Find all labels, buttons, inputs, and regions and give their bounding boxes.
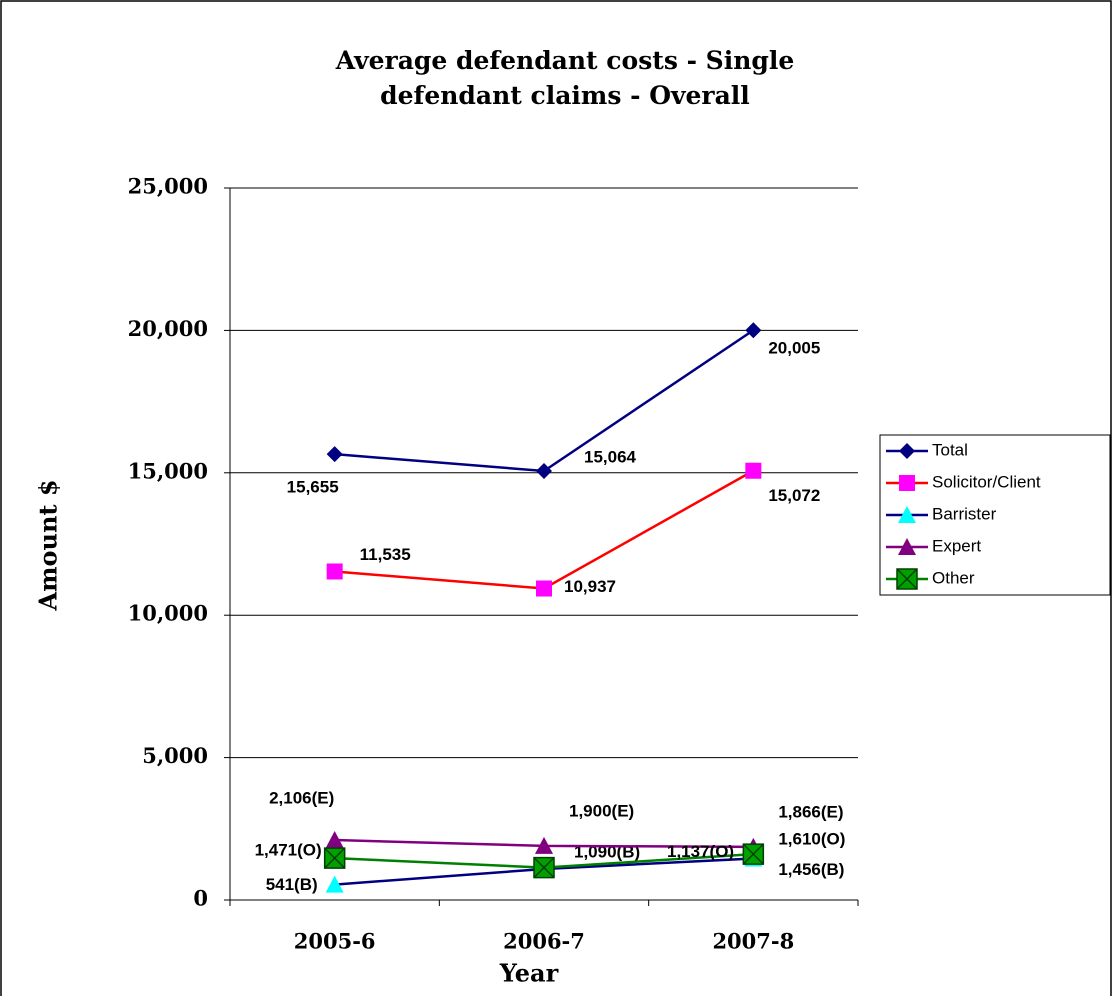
series-line (334, 469, 754, 590)
legend-label: Expert (932, 536, 981, 555)
data-label: 15,072 (768, 486, 820, 505)
marker (899, 475, 915, 491)
marker (536, 462, 552, 479)
marker (896, 568, 918, 590)
marker (899, 443, 915, 459)
marker (536, 580, 552, 597)
marker (323, 847, 346, 869)
data-label: 15,064 (584, 447, 637, 466)
data-label: 1,456(B) (778, 860, 844, 879)
legend-label: Other (932, 568, 975, 587)
y-tick-label: 15,000 (128, 458, 208, 483)
data-label: 1,610(O) (778, 830, 845, 849)
data-label: 1,471(O) (255, 841, 322, 860)
x-tick-label: 2007-8 (712, 929, 794, 954)
marker (898, 538, 916, 555)
data-label: 1,137(O) (667, 842, 734, 861)
data-label: 1,900(E) (569, 801, 634, 820)
legend-label: Barrister (932, 504, 997, 523)
x-axis-label: Year (499, 959, 559, 988)
y-tick-label: 25,000 (128, 174, 208, 199)
x-tick-label: 2006-7 (503, 929, 585, 954)
series-line (334, 329, 755, 473)
x-tick-label: 2005-6 (294, 929, 376, 954)
marker-cross (533, 857, 555, 879)
y-tick-label: 0 (193, 886, 208, 911)
data-label: 20,005 (768, 339, 820, 358)
legend-label: Total (932, 440, 968, 459)
data-label: 2,106(E) (269, 789, 334, 808)
marker (742, 843, 765, 865)
data-label: 15,655 (287, 478, 339, 497)
y-tick-label: 5,000 (142, 743, 208, 768)
chart-title: Average defendant costs - Single defendan… (335, 46, 795, 110)
legend-label: Solicitor/Client (932, 472, 1041, 491)
marker (535, 836, 553, 854)
marker (326, 563, 343, 580)
y-axis-label: Amount $ (34, 479, 63, 611)
marker (326, 446, 343, 463)
marker-cross (324, 847, 346, 869)
marker (745, 462, 762, 479)
data-label: 541(B) (266, 875, 318, 894)
data-label: 1,866(E) (778, 802, 843, 821)
marker (325, 875, 344, 893)
y-tick-label: 10,000 (128, 601, 208, 626)
marker (533, 856, 555, 879)
marker (325, 831, 344, 849)
marker (898, 506, 916, 523)
marker-cross (742, 843, 764, 865)
y-tick-label: 20,000 (128, 316, 208, 341)
marker-cross (896, 568, 918, 590)
data-label: 10,937 (564, 577, 616, 596)
marker (745, 322, 762, 339)
data-label: 11,535 (360, 545, 411, 564)
